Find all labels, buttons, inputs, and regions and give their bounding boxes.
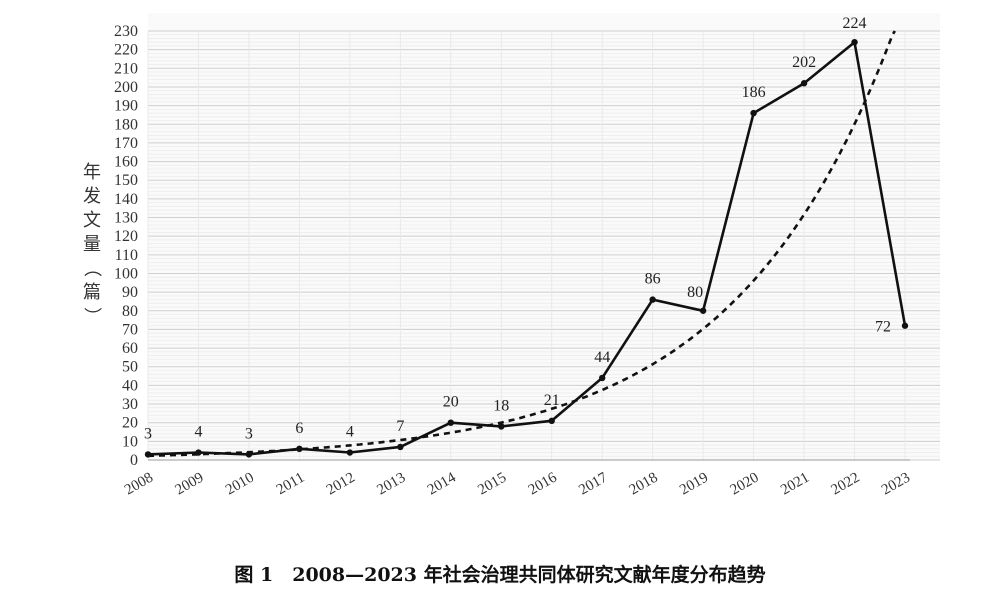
x-tick-label: 2012 bbox=[324, 470, 358, 499]
data-label: 21 bbox=[544, 392, 560, 409]
y-tick-label: 130 bbox=[114, 210, 138, 227]
x-tick-label: 2020 bbox=[728, 470, 762, 499]
y-axis-label-char: 量 bbox=[83, 234, 101, 255]
y-axis-label-char: 篇 bbox=[83, 282, 101, 303]
x-tick-label: 2016 bbox=[526, 469, 560, 498]
data-point bbox=[548, 417, 555, 425]
y-tick-label: 0 bbox=[130, 452, 138, 469]
data-label: 18 bbox=[493, 397, 509, 414]
data-point bbox=[649, 296, 656, 303]
x-tick-label: 2011 bbox=[274, 470, 308, 499]
y-tick-label: 30 bbox=[122, 396, 138, 413]
y-tick-label: 200 bbox=[114, 79, 138, 96]
figure-caption: 图 1 2008—2023 年社会治理共同体研究文献年度分布趋势 bbox=[234, 564, 766, 586]
data-point bbox=[800, 80, 808, 87]
x-tick-label: 2017 bbox=[576, 469, 610, 498]
grid bbox=[147, 13, 940, 461]
line-chart: 0102030405060708090100110120130140150160… bbox=[81, 13, 940, 499]
x-tick-label: 2014 bbox=[425, 469, 459, 498]
data-label: 80 bbox=[687, 284, 703, 301]
y-tick-label: 90 bbox=[122, 284, 138, 301]
data-point bbox=[144, 451, 152, 458]
data-point bbox=[750, 109, 757, 117]
y-axis-label-char: 发 bbox=[83, 186, 101, 207]
x-tick-label: 2021 bbox=[778, 470, 812, 499]
data-label: 3 bbox=[245, 425, 253, 442]
data-point bbox=[397, 443, 404, 451]
data-point bbox=[699, 307, 707, 314]
series-polyline bbox=[147, 40, 907, 456]
data-labels: 3 4 3 6 4 7 20 18 21 44 86 80 186 202 224 72 bbox=[144, 15, 891, 442]
data-label: 7 bbox=[396, 418, 404, 435]
data-point bbox=[851, 38, 858, 46]
data-label: 20 bbox=[443, 394, 459, 411]
y-tick-label: 120 bbox=[114, 228, 138, 245]
x-tick-labels: 2008 2009 2010 2011 2012 2013 2014 2015 2016 2017… bbox=[122, 469, 913, 498]
y-tick-label: 230 bbox=[114, 23, 138, 40]
y-tick-label: 80 bbox=[122, 303, 138, 320]
series-line bbox=[144, 38, 909, 458]
x-tick-label: 2010 bbox=[223, 470, 257, 499]
y-tick-label: 190 bbox=[114, 98, 138, 115]
x-tick-label: 2023 bbox=[879, 470, 913, 499]
y-axis-label-char: 文 bbox=[83, 210, 101, 231]
x-tick-label: 2009 bbox=[172, 470, 206, 499]
y-tick-label: 70 bbox=[122, 321, 138, 338]
data-point bbox=[498, 423, 505, 430]
data-point bbox=[245, 451, 253, 458]
x-tick-label: 2019 bbox=[677, 470, 711, 499]
y-tick-label: 140 bbox=[114, 191, 138, 208]
data-label: 44 bbox=[594, 349, 610, 366]
data-label: 4 bbox=[346, 424, 354, 441]
y-axis-label-char: 年 bbox=[83, 162, 101, 183]
y-tick-label: 180 bbox=[114, 116, 138, 133]
y-tick-label: 220 bbox=[114, 42, 138, 59]
y-tick-label: 150 bbox=[114, 172, 138, 189]
data-label: 6 bbox=[295, 420, 303, 437]
y-tick-label: 50 bbox=[122, 359, 138, 376]
data-label: 72 bbox=[875, 319, 891, 336]
x-tick-label: 2022 bbox=[829, 470, 863, 499]
y-tick-label: 170 bbox=[114, 135, 138, 152]
x-tick-label: 2018 bbox=[627, 470, 661, 499]
y-tick-label: 20 bbox=[122, 415, 138, 432]
data-label: 202 bbox=[792, 54, 816, 71]
data-point bbox=[195, 449, 202, 456]
y-axis-label-char: ） bbox=[81, 307, 102, 325]
y-tick-label: 110 bbox=[115, 247, 138, 264]
data-point bbox=[346, 449, 354, 456]
data-point bbox=[599, 374, 606, 382]
data-point bbox=[447, 419, 454, 426]
y-axis-label-char: （ bbox=[81, 259, 102, 277]
x-tick-label: 2013 bbox=[374, 470, 408, 499]
y-tick-label: 40 bbox=[122, 377, 138, 394]
data-label: 224 bbox=[843, 15, 867, 32]
y-tick-label: 160 bbox=[114, 154, 138, 171]
y-tick-label: 210 bbox=[114, 60, 138, 77]
y-tick-label: 60 bbox=[122, 340, 138, 357]
data-label: 4 bbox=[194, 424, 202, 441]
x-tick-label: 2015 bbox=[475, 470, 509, 499]
data-label: 86 bbox=[645, 271, 661, 288]
x-tick-label: 2008 bbox=[122, 470, 156, 499]
data-point bbox=[901, 322, 909, 329]
data-point bbox=[296, 445, 303, 453]
data-label: 186 bbox=[742, 84, 766, 101]
y-tick-label: 10 bbox=[122, 433, 138, 450]
data-label: 3 bbox=[144, 425, 152, 442]
y-tick-label: 100 bbox=[114, 265, 138, 282]
